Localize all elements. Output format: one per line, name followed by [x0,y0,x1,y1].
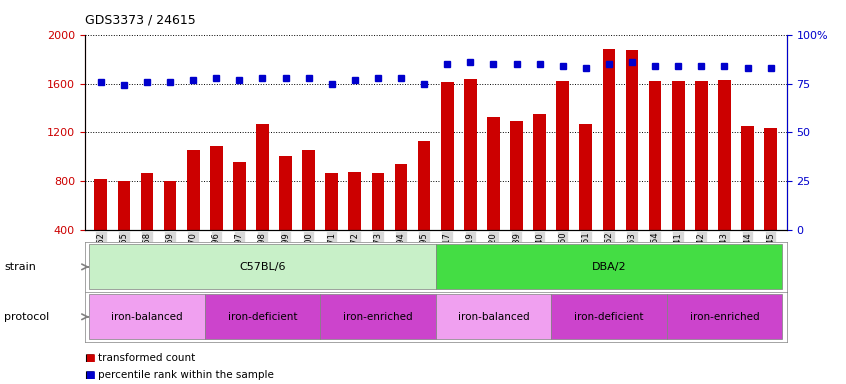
Bar [602,49,615,230]
Text: ■: ■ [85,353,95,363]
Text: iron-deficient: iron-deficient [574,312,644,322]
Bar [371,173,384,230]
Bar [118,181,130,230]
Bar [552,294,667,339]
Text: GDS3373 / 24615: GDS3373 / 24615 [85,14,195,27]
Bar [89,294,205,339]
Text: iron-balanced: iron-balanced [111,312,183,322]
Text: protocol: protocol [4,312,49,322]
Text: iron-balanced: iron-balanced [458,312,530,322]
Bar [164,181,177,230]
Text: ■ percentile rank within the sample: ■ percentile rank within the sample [85,370,273,380]
Text: DBA/2: DBA/2 [591,262,626,272]
Bar [89,245,436,290]
Bar [487,117,500,230]
Bar [764,127,777,230]
Bar [667,294,783,339]
Bar [436,294,552,339]
Bar [418,141,431,230]
Bar [187,150,200,230]
Bar [95,179,107,230]
Bar [302,150,315,230]
Text: iron-deficient: iron-deficient [228,312,297,322]
Bar [279,156,292,230]
Bar [140,173,153,230]
Bar [349,172,361,230]
Bar [695,81,707,230]
Text: strain: strain [4,262,36,272]
Text: iron-enriched: iron-enriched [343,312,413,322]
Bar [741,126,754,230]
Bar [441,82,453,230]
Text: iron-enriched: iron-enriched [689,312,759,322]
Bar [395,164,408,230]
Bar [464,79,476,230]
Bar [256,124,269,230]
Bar [510,121,523,230]
Text: ■: ■ [85,370,95,380]
Text: C57BL/6: C57BL/6 [239,262,286,272]
Bar [672,81,684,230]
Bar [580,124,592,230]
Bar [210,146,222,230]
Bar [205,294,320,339]
Text: ■ transformed count: ■ transformed count [85,353,195,363]
Bar [626,50,639,230]
Bar [233,162,245,230]
Bar [436,245,783,290]
Bar [718,80,731,230]
Bar [326,173,338,230]
Bar [557,81,569,230]
Bar [649,81,662,230]
Bar [320,294,436,339]
Bar [533,114,546,230]
